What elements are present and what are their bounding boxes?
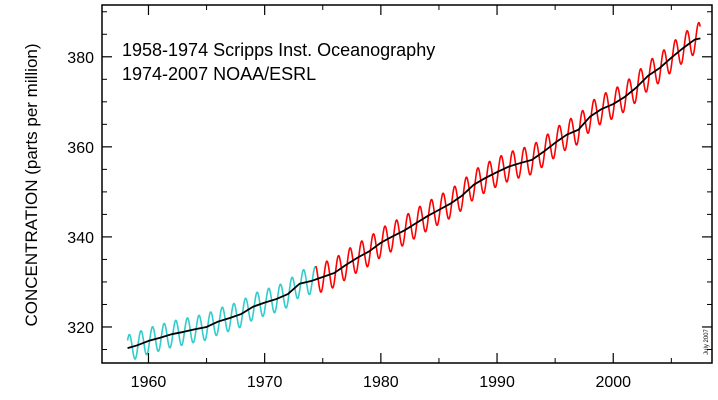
series-layer — [126, 21, 701, 360]
y-tick-label-3: 380 — [67, 50, 94, 67]
y-tick-label-1: 340 — [67, 230, 94, 247]
date-stamp: July 2007 — [704, 328, 710, 354]
x-tick-label-3: 1990 — [479, 374, 515, 391]
series-line-1 — [315, 21, 701, 293]
plot-frame — [101, 4, 713, 364]
x-tick-label-1: 1970 — [247, 374, 283, 391]
y-tick-label-0: 320 — [67, 320, 94, 337]
series-line-2 — [127, 37, 701, 350]
annotation-noaa: 1974-2007 NOAA/ESRL — [122, 64, 316, 84]
x-tick-label-4: 2000 — [595, 374, 631, 391]
annotation-scripps: 1958-1974 Scripps Inst. Oceanography — [122, 40, 435, 60]
y-tick-label-2: 360 — [67, 140, 94, 157]
axes-layer: 1960 1970 1980 1990 2000 320 340 360 380 — [67, 4, 713, 391]
x-tick-label-2: 1980 — [363, 374, 399, 391]
x-tick-label-0: 1960 — [131, 374, 167, 391]
series-line-0 — [126, 266, 317, 360]
y-axis-label: CONCENTRATION (parts per million) — [22, 43, 41, 326]
